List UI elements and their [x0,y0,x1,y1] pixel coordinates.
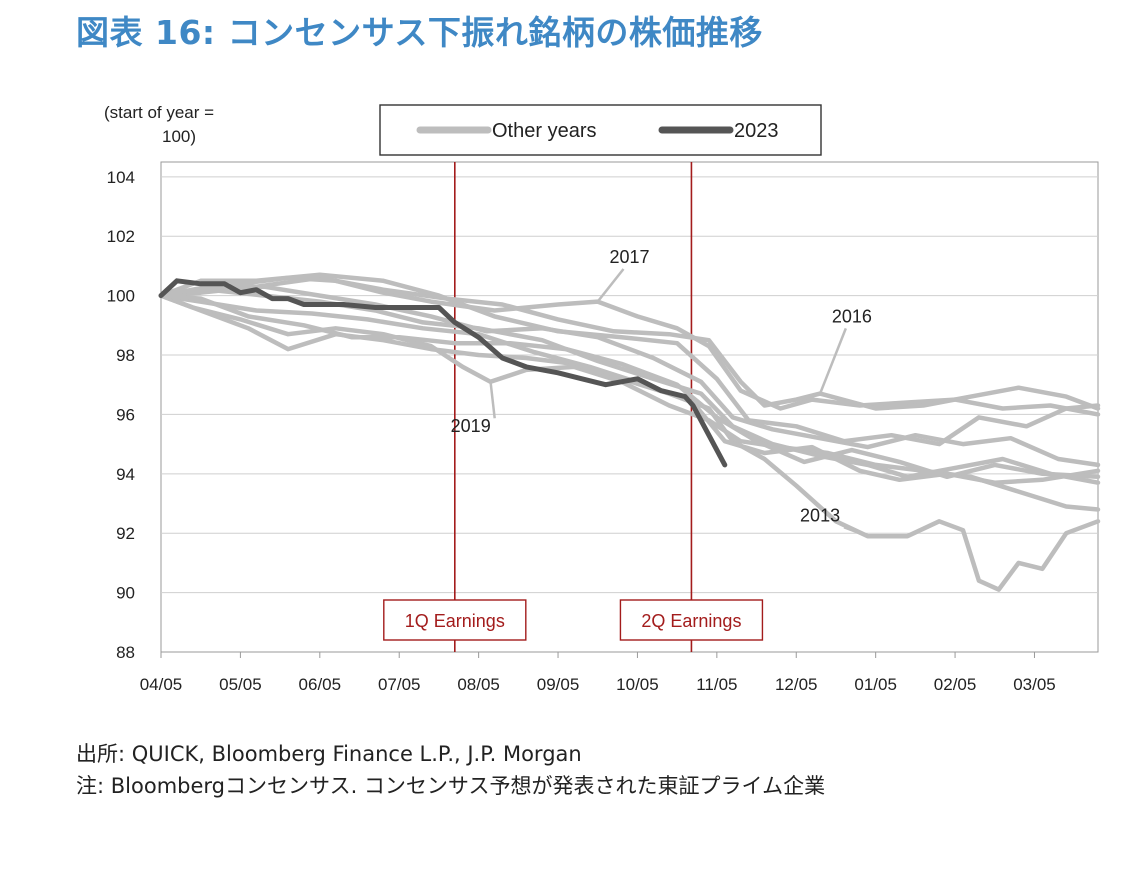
x-tick-labels: 04/05 05/05 06/05 07/05 08/05 09/05 10/05 11/05… [140,652,1056,694]
y-axis-label-line: 100) [162,127,196,146]
event-label-box [383,599,527,641]
series-line-2023 [158,278,728,468]
x-tick-label: 02/05 [934,675,977,694]
annotation-label: 2013 [800,505,840,525]
x-tick-label: 04/05 [140,675,183,694]
annotation-leader [596,268,625,303]
source-note: 出所: QUICK, Bloomberg Finance L.P., J.P. … [76,742,582,766]
annotation-leader [489,381,496,419]
line-chart: (start of year = 100) 88 90 92 94 96 98 100 102 1… [104,103,1101,694]
series-line-other [158,272,1101,447]
legend-label: Other years [492,120,596,142]
y-tick-label: 90 [116,584,135,603]
annotation-leader [843,526,869,538]
legend-label: 2023 [734,120,779,142]
year-annotations: 2017 2016 2019 2013 [451,247,872,538]
x-tick-label: 01/05 [854,675,897,694]
annotation-label: 2016 [832,306,872,326]
event-label: 1Q Earnings [405,611,505,631]
y-axis-label: (start of year = 100) [104,103,214,146]
x-tick-label: 09/05 [537,675,580,694]
chart-title: 図表 16: コンセンサス下振れ銘柄の株価推移 [76,13,763,52]
plot-area [160,161,1099,653]
y-axis-label-line: (start of year = [104,103,214,122]
x-tick-label: 06/05 [299,675,342,694]
y-tick-label: 102 [107,227,135,246]
y-tick-label: 94 [116,465,135,484]
x-tick-label: 07/05 [378,675,421,694]
x-tick-label: 11/05 [696,675,737,694]
annotation-label: 2017 [609,247,649,267]
x-tick-label: 05/05 [219,675,262,694]
legend: Other years 2023 [379,104,822,156]
x-tick-label: 12/05 [775,675,818,694]
y-tick-label: 92 [116,524,135,543]
x-tick-label: 03/05 [1013,675,1056,694]
y-tick-label: 96 [116,405,135,424]
y-tick-label: 104 [107,168,135,187]
event-label-box [619,599,764,641]
annotation-leader [818,327,848,395]
series-lines [158,272,1101,592]
x-tick-label: 08/05 [457,675,500,694]
grid-lines [161,176,1098,594]
y-tick-label: 88 [116,643,135,662]
x-tick-label: 10/05 [616,675,659,694]
footnote: 注: Bloombergコンセンサス. コンセンサス予想が発表された東証プライム… [76,774,826,798]
series-line-other [158,284,1101,468]
event-label: 2Q Earnings [641,611,741,631]
y-tick-label: 98 [116,346,135,365]
y-tick-label: 100 [107,287,135,306]
y-tick-labels: 88 90 92 94 96 98 100 102 104 [107,168,135,662]
series-line-other [158,293,1101,480]
annotation-label: 2019 [451,416,491,436]
series-line-other [158,275,1101,411]
